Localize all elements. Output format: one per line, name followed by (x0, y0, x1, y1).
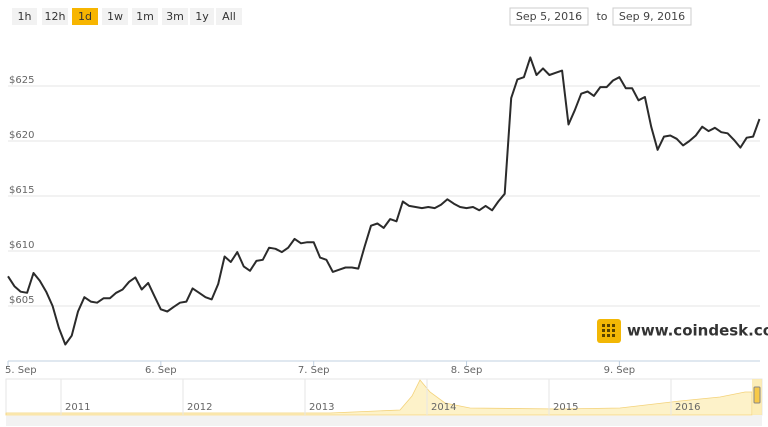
watermark-text: www.coindesk.com (627, 322, 768, 340)
date-separator: to (596, 10, 607, 23)
x-tick-label: 5. Sep (5, 365, 37, 376)
range-button-label: 3m (166, 10, 184, 23)
range-button-label: 12h (45, 10, 66, 23)
date-to-input[interactable] (612, 7, 692, 26)
y-tick-label: $625 (9, 75, 34, 86)
navigator-handle[interactable] (753, 386, 761, 404)
range-button[interactable] (102, 8, 128, 25)
range-button-label: 1d (78, 10, 92, 23)
y-tick-label: $615 (9, 185, 34, 196)
navigator-label: 2012 (187, 402, 212, 413)
range-button[interactable] (190, 8, 214, 25)
range-button[interactable] (132, 8, 158, 25)
x-tick-label: 9. Sep (604, 365, 636, 376)
range-button-label: 1w (107, 10, 123, 23)
range-button-label: 1h (18, 10, 32, 23)
watermark-logo-dots (602, 324, 615, 337)
y-tick-label: $610 (9, 240, 34, 251)
navigator-label: 2014 (431, 402, 456, 413)
y-tick-label: $605 (9, 295, 34, 306)
navigator-label: 2015 (553, 402, 578, 413)
range-button-label: 1m (136, 10, 154, 23)
x-tick-label: 7. Sep (298, 365, 330, 376)
range-button-label: 1y (195, 10, 209, 23)
price-line (7, 56, 761, 346)
range-button[interactable] (42, 8, 68, 25)
date-to: Sep 9, 2016 (619, 10, 685, 23)
x-tick-label: 8. Sep (451, 365, 483, 376)
range-button-label: All (222, 10, 236, 23)
range-button[interactable] (12, 8, 37, 25)
navigator-label: 2013 (309, 402, 334, 413)
date-from: Sep 5, 2016 (516, 10, 582, 23)
date-from-input[interactable] (509, 7, 589, 26)
range-button[interactable] (72, 8, 98, 25)
scrollbar[interactable] (6, 416, 762, 426)
range-button[interactable] (216, 8, 242, 25)
navigator-label: 2016 (675, 402, 700, 413)
range-button[interactable] (162, 8, 188, 25)
y-tick-label: $620 (9, 130, 34, 141)
x-tick-label: 6. Sep (145, 365, 177, 376)
navigator-label: 2011 (65, 402, 90, 413)
